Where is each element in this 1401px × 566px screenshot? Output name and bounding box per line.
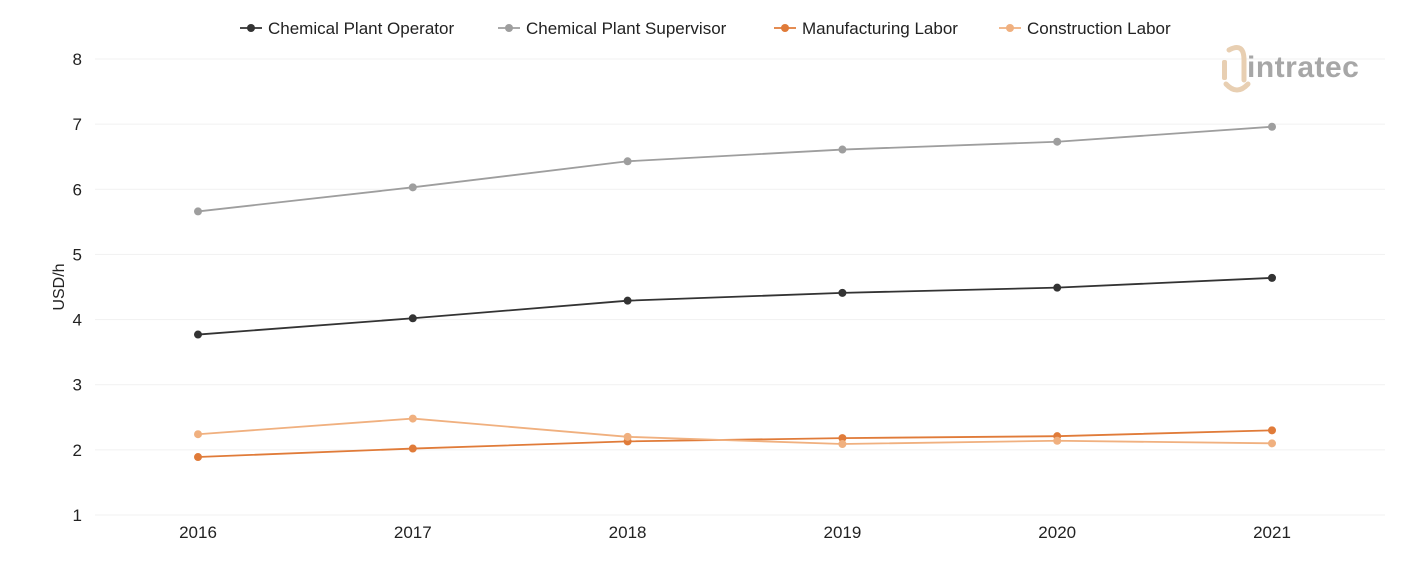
x-tick-label: 2019 xyxy=(823,523,861,542)
intratec-logo: intratec xyxy=(1222,45,1359,93)
y-tick-label: 3 xyxy=(73,376,82,395)
legend-marker xyxy=(247,24,255,32)
data-point[interactable] xyxy=(1268,426,1276,435)
series-construction-labor xyxy=(194,414,1276,448)
data-point[interactable] xyxy=(1053,283,1062,292)
grid xyxy=(95,58,1385,516)
legend-marker xyxy=(781,24,789,32)
data-point[interactable] xyxy=(1268,439,1276,448)
y-tick-label: 8 xyxy=(73,50,82,69)
y-tick-label: 6 xyxy=(73,180,82,199)
series-line xyxy=(197,125,1273,213)
x-tick-label: 2020 xyxy=(1038,523,1076,542)
legend-label: Chemical Plant Operator xyxy=(268,19,454,38)
series-line xyxy=(197,276,1273,336)
x-tick-label: 2017 xyxy=(394,523,432,542)
data-point[interactable] xyxy=(1053,436,1062,445)
series-manufacturing-labor xyxy=(194,426,1276,462)
y-tick-label: 1 xyxy=(73,506,82,525)
data-point[interactable] xyxy=(838,145,847,154)
series-line xyxy=(197,417,1273,445)
data-point[interactable] xyxy=(838,288,847,297)
legend: Chemical Plant Operator Chemical Plant Su… xyxy=(240,19,1171,38)
data-point[interactable] xyxy=(623,432,632,441)
data-point[interactable] xyxy=(194,207,202,216)
data-point[interactable] xyxy=(194,330,202,339)
data-point[interactable] xyxy=(838,439,847,448)
intratec-logo-icon xyxy=(1222,45,1251,93)
legend-item[interactable]: Chemical Plant Supervisor xyxy=(498,19,727,38)
data-point[interactable] xyxy=(194,430,202,439)
legend-label: Chemical Plant Supervisor xyxy=(526,19,727,38)
data-point[interactable] xyxy=(623,296,632,305)
data-point[interactable] xyxy=(838,434,847,443)
x-tick-label: 2016 xyxy=(179,523,217,542)
intratec-logo-text: intratec xyxy=(1247,51,1359,84)
y-axis-title: USD/h xyxy=(51,263,68,310)
legend-item[interactable]: Manufacturing Labor xyxy=(774,19,958,38)
data-point[interactable] xyxy=(408,314,417,323)
legend-label: Construction Labor xyxy=(1027,19,1171,38)
series-line xyxy=(197,429,1273,458)
data-point[interactable] xyxy=(1268,273,1276,282)
series-chemical-plant-supervisor xyxy=(194,122,1276,216)
data-point[interactable] xyxy=(194,453,202,462)
x-axis: 2016 2017 2018 2019 2020 2021 xyxy=(179,523,1291,542)
x-tick-label: 2018 xyxy=(609,523,647,542)
legend-item[interactable]: Chemical Plant Operator xyxy=(240,19,454,38)
series-chemical-plant-operator xyxy=(194,273,1276,339)
legend-item[interactable]: Construction Labor xyxy=(999,19,1171,38)
legend-label: Manufacturing Labor xyxy=(802,19,958,38)
data-point[interactable] xyxy=(408,414,417,423)
y-axis: 1 2 3 4 5 6 7 8 xyxy=(73,50,82,525)
data-point[interactable] xyxy=(408,444,417,453)
y-tick-label: 2 xyxy=(73,441,82,460)
data-point[interactable] xyxy=(1268,122,1276,131)
y-tick-label: 5 xyxy=(73,245,82,264)
x-tick-label: 2021 xyxy=(1253,523,1291,542)
y-tick-label: 7 xyxy=(73,115,82,134)
legend-marker xyxy=(1006,24,1014,32)
data-point[interactable] xyxy=(408,183,417,192)
legend-marker xyxy=(505,24,513,32)
series-lines xyxy=(194,122,1276,462)
y-tick-label: 4 xyxy=(73,311,82,330)
data-point[interactable] xyxy=(623,157,632,166)
data-point[interactable] xyxy=(1053,137,1062,146)
